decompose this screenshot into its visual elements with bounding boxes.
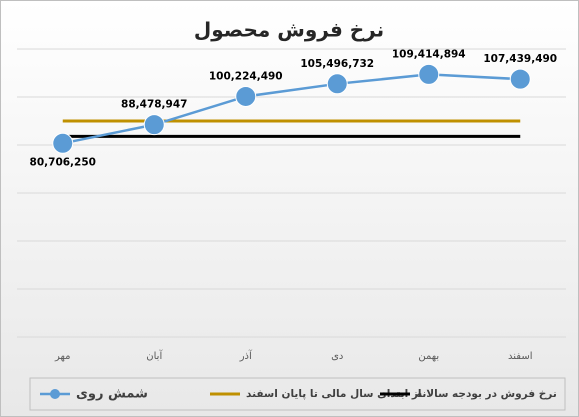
chart-title: نرخ فروش محصول [194,18,384,42]
legend-label: شمش روی [76,387,148,402]
data-label: 105,496,732 [300,58,374,70]
marker [52,132,74,154]
x-tick-label: مهر [54,351,70,362]
x-tick-label: آذر [239,349,253,362]
x-tick-label: آبان [146,349,163,362]
data-label: 100,224,490 [209,70,283,82]
series-line [62,73,521,145]
data-label: 109,414,894 [392,48,466,60]
legend-label: از ابتدای سال مالی تا پایان اسفند [246,388,422,400]
legend-label: نرخ فروش در بودجه سالانه [416,388,557,400]
legend-box [29,377,566,411]
x-tick-label: اسفند [508,351,532,362]
marker [235,85,257,107]
legend-marker [50,389,60,399]
x-tick-label: دی [331,351,343,362]
marker [418,63,440,85]
data-label: 88,478,947 [121,99,187,111]
data-label: 80,706,250 [30,156,96,168]
marker [509,68,531,90]
data-label: 107,439,490 [483,53,557,65]
marker [326,73,348,95]
marker [143,114,165,136]
x-tick-label: بهمن [418,351,439,362]
